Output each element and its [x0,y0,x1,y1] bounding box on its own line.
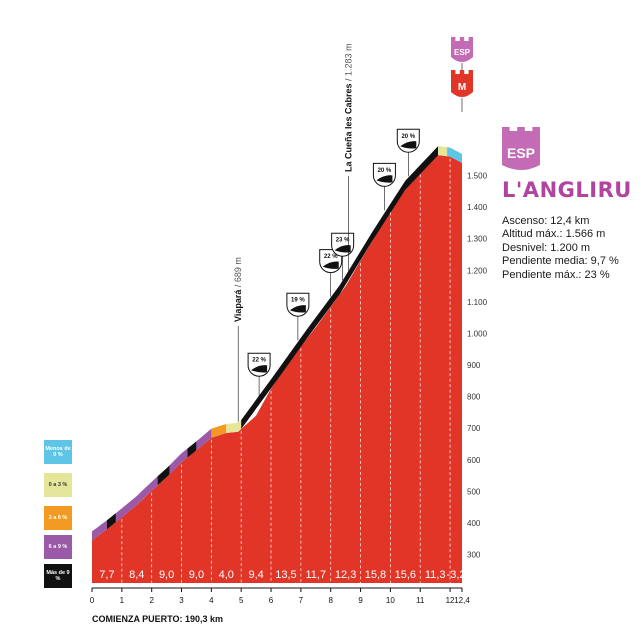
peak-altitude: / 689 m [233,257,243,287]
y-tick-label: 1.500 [467,172,488,181]
segment-gradient-label: 4,0 [219,569,234,581]
profile-area [92,154,462,583]
x-tick-label: 8 [328,596,333,605]
segment-gradient-label: 11,3 [425,569,446,581]
peak-name: Viapará [233,287,243,322]
ridge-band-6a9 [169,448,188,475]
segment-gradient-label: 13,5 [275,569,296,581]
ridge-band-mas9 [187,441,197,458]
esp-small-badge-label: ESP [454,48,471,57]
x-tick-label: 1 [120,596,125,605]
legend-6a9: 6 a 9 % [44,535,72,559]
segment-gradient-label: 15,8 [365,569,386,581]
legend-menos0: Menos de 0 % [44,440,72,464]
x-tick-label: 4 [209,596,214,605]
start-label: COMIENZA PUERTO: 190,3 km [92,614,223,624]
x-tick-label: 11 [416,596,425,605]
ridge-band-0a3 [226,420,242,433]
ramp-slope-icon [322,261,339,269]
segment-gradient-label: 7,7 [99,569,114,581]
segment-gradient-label: -3,2 [447,569,466,581]
segment-gradient-label: 11,7 [305,569,326,581]
y-tick-label: 900 [467,361,481,370]
segment-gradient-label: 9,4 [248,569,263,581]
ramp-slope-icon [334,245,351,253]
finish-badge [451,70,473,97]
ridge-band-mas9 [241,146,439,429]
ridge-band-6a9 [196,428,212,451]
x-tick-label: 0 [90,596,95,605]
ramp-slope-icon [400,141,417,149]
ramp-value: 19 % [291,298,305,304]
ramp-marker [396,128,420,153]
y-tick-label: 800 [467,393,481,402]
ridge-band-menos0 [447,147,462,163]
ramp-value: 23 % [336,238,350,244]
legend-mas9: Más de 9 % [44,564,72,588]
ramp-marker [331,232,355,257]
legend-0a3: 0 a 3 % [44,473,72,497]
esp-large-badge [502,127,540,170]
ridge-band-6a9 [92,520,107,541]
climb-stats: Ascenso: 12,4 km Altitud máx.: 1.566 m Des… [502,215,619,282]
segment-gradient-label: 12,3 [335,569,356,581]
x-tick-label: 7 [299,596,304,605]
peak-name: La Cueña les Cabres [344,81,354,172]
climb-stat: Desnivel: 1.200 m [502,241,591,254]
climb-stat: Ascenso: 12,4 km [502,215,590,227]
ramp-slope-icon [289,305,306,313]
esp-large-badge-label: ESP [507,145,535,161]
x-tick-label: 12 [446,596,455,605]
y-tick-label: 700 [467,424,481,433]
x-tick-label: 6 [269,596,274,605]
climb-stat: Pendiente máx.: 23 % [502,268,610,281]
ridge-band-6a9 [115,476,158,523]
ramp-slope-icon [376,175,393,183]
ramp-slope-icon [251,365,268,373]
y-tick-label: 500 [467,487,481,496]
y-tick-label: 400 [467,519,481,528]
y-tick-label: 300 [467,551,481,560]
ridge-band-0a3 [438,146,448,157]
peak-altitude: / 1.283 m [344,43,354,81]
ramp-value: 20 % [401,134,415,140]
x-tick-label: 9 [358,596,363,605]
segment-gradient-label: 8,4 [129,569,144,581]
legend-3a6: 3 a 6 % [44,506,72,530]
ramp-value: 22 % [252,358,266,364]
peak-label: La Cueña les Cabres / 1.283 m [344,43,354,172]
ridge-band-mas9 [157,465,170,486]
ramp-value: 22 % [324,254,338,260]
climb-stat: Pendiente media: 9,7 % [502,255,619,268]
y-tick-label: 1.400 [467,203,488,212]
segment-gradient-label: 9,0 [189,569,204,581]
y-tick-label: 1.200 [467,266,488,275]
ridge-band-3a6 [211,424,227,438]
ramp-value: 20 % [378,168,392,174]
segment-gradient-label: 9,0 [159,569,174,581]
segment-gradient-label: 15,6 [395,569,416,581]
peak-label: Viapará / 689 m [233,257,243,322]
climb-stat: Altitud máx.: 1.566 m [502,228,606,241]
x-tick-label: 5 [239,596,244,605]
y-tick-label: 1.100 [467,298,488,307]
ridge-band-mas9 [106,513,116,530]
x-tick-label: 3 [179,596,184,605]
x-tick-label: 10 [386,596,395,605]
climb-title: L'ANGLIRU [502,178,632,202]
x-tick-label: 12,4 [454,596,470,605]
esp-small-badge [451,37,473,62]
ramp-marker [247,352,271,377]
x-tick-label: 2 [149,596,154,605]
finish-badge-label: M [458,82,466,93]
y-tick-label: 1.000 [467,329,488,338]
y-tick-label: 600 [467,456,481,465]
y-tick-label: 1.300 [467,235,488,244]
ramp-marker [372,162,396,187]
ramp-marker [286,292,310,317]
